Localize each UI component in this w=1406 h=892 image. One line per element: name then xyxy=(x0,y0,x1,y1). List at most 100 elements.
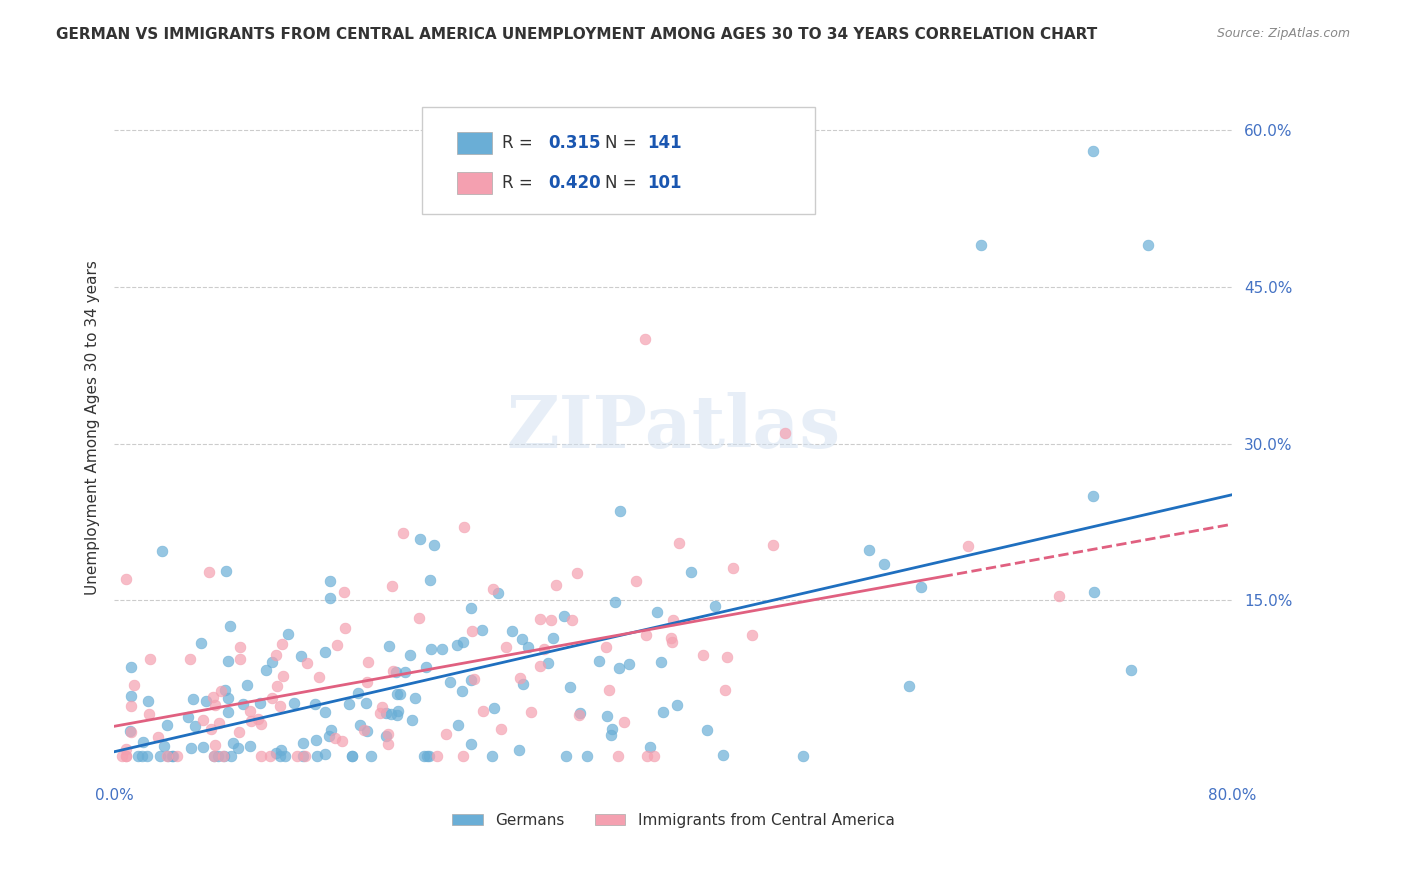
Point xyxy=(481,582,503,596)
Point xyxy=(451,634,474,648)
Point xyxy=(262,655,284,669)
Point xyxy=(294,749,316,764)
Point xyxy=(347,685,370,699)
Point xyxy=(356,724,378,739)
Point xyxy=(318,729,340,743)
Point xyxy=(970,237,993,252)
Point xyxy=(377,737,399,751)
Point xyxy=(239,704,262,718)
Point xyxy=(193,713,215,727)
Point xyxy=(370,700,392,714)
Point xyxy=(432,642,454,657)
Point xyxy=(463,672,485,686)
Point xyxy=(453,520,475,534)
Point xyxy=(285,749,308,764)
Point xyxy=(204,698,226,712)
Point xyxy=(659,632,682,646)
Point xyxy=(668,536,690,550)
Point xyxy=(408,610,430,624)
Point xyxy=(773,425,796,440)
Point xyxy=(283,696,305,710)
Point xyxy=(266,679,288,693)
Point xyxy=(434,727,457,741)
Point xyxy=(460,673,482,687)
Point xyxy=(415,660,437,674)
Point xyxy=(122,678,145,692)
Point xyxy=(247,713,270,727)
Point xyxy=(228,652,250,666)
Point xyxy=(634,332,657,346)
Point xyxy=(207,749,229,764)
Point xyxy=(221,736,243,750)
Point xyxy=(374,729,396,743)
Point xyxy=(264,746,287,760)
Point xyxy=(426,748,449,763)
Point xyxy=(381,664,404,678)
Point xyxy=(599,728,621,742)
Point xyxy=(305,749,328,764)
Point xyxy=(342,749,364,764)
Point xyxy=(460,600,482,615)
Point xyxy=(114,573,136,587)
Point xyxy=(567,566,589,580)
Point xyxy=(201,690,224,704)
Point xyxy=(423,537,446,551)
Point xyxy=(264,648,287,662)
Point xyxy=(711,747,734,762)
Point xyxy=(387,704,409,718)
Point xyxy=(156,749,179,764)
Point xyxy=(716,650,738,665)
Point xyxy=(568,708,591,723)
Point xyxy=(146,730,169,744)
Point xyxy=(409,533,432,547)
Point xyxy=(239,714,262,728)
Point xyxy=(714,682,737,697)
Point xyxy=(319,591,342,605)
Point xyxy=(184,719,207,733)
Point xyxy=(489,722,512,736)
Y-axis label: Unemployment Among Ages 30 to 34 years: Unemployment Among Ages 30 to 34 years xyxy=(86,260,100,595)
Point xyxy=(138,707,160,722)
Point xyxy=(249,696,271,710)
Point xyxy=(385,665,408,679)
Point xyxy=(204,738,226,752)
Point xyxy=(446,638,468,652)
Point xyxy=(162,749,184,764)
Point xyxy=(741,628,763,642)
Point xyxy=(529,612,551,626)
Point xyxy=(696,723,718,737)
Point xyxy=(897,679,920,693)
Point xyxy=(481,749,503,764)
Point xyxy=(211,749,233,764)
Point xyxy=(269,749,291,764)
Text: ZIPatlas: ZIPatlas xyxy=(506,392,841,463)
Point xyxy=(292,749,315,764)
Point xyxy=(605,594,627,608)
Point xyxy=(380,707,402,722)
Point xyxy=(139,652,162,666)
Point xyxy=(236,678,259,692)
Point xyxy=(392,525,415,540)
Point xyxy=(540,613,562,627)
Point xyxy=(157,749,180,764)
Point xyxy=(762,538,785,552)
Point xyxy=(162,749,184,764)
Point xyxy=(239,739,262,753)
Point xyxy=(120,724,142,739)
Point xyxy=(360,749,382,764)
Point xyxy=(262,691,284,706)
Point xyxy=(418,749,440,764)
Point xyxy=(377,639,399,653)
Point xyxy=(156,718,179,732)
Point xyxy=(353,723,375,738)
Point xyxy=(127,749,149,764)
Point xyxy=(596,709,619,723)
Point xyxy=(512,677,534,691)
Point xyxy=(561,613,583,627)
Point xyxy=(270,742,292,756)
Point xyxy=(873,557,896,571)
Point xyxy=(333,585,356,599)
Point xyxy=(308,670,330,684)
Text: Source: ZipAtlas.com: Source: ZipAtlas.com xyxy=(1216,27,1350,40)
Point xyxy=(135,749,157,764)
